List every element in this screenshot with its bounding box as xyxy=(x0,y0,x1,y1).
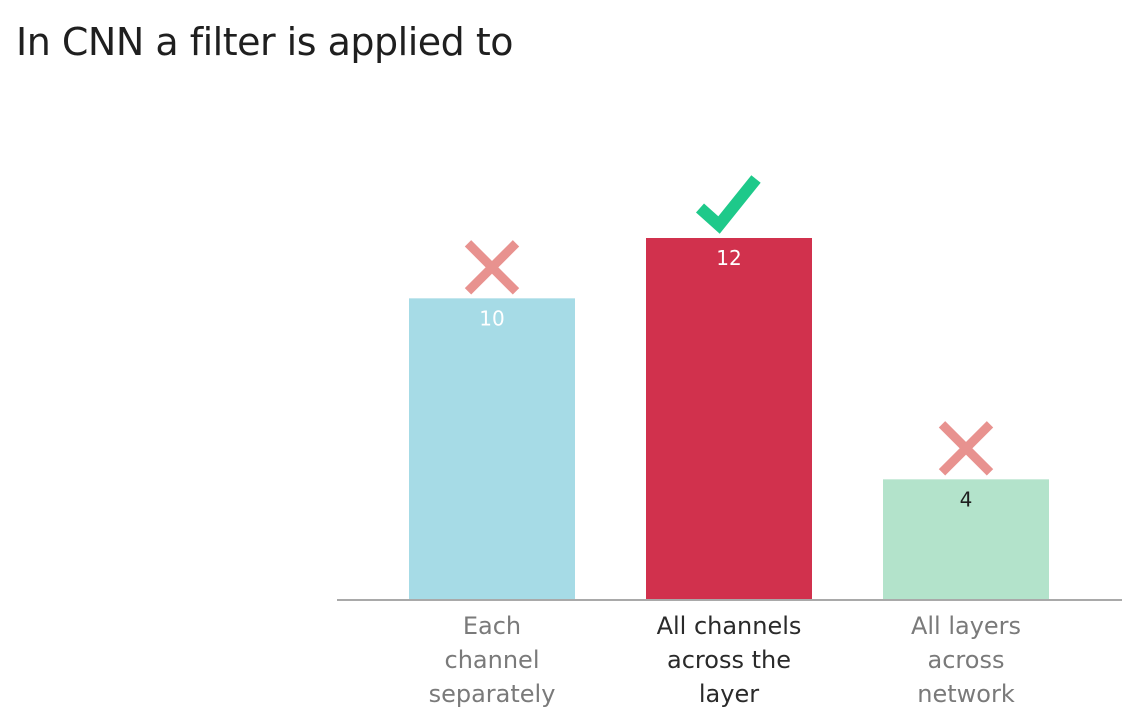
question-title: In CNN a filter is applied to xyxy=(16,20,513,64)
value-label-1: 10 xyxy=(479,306,504,330)
category-label-1: Each channel separately xyxy=(429,612,556,708)
bar-3 xyxy=(883,479,1049,600)
category-labels-group: Each channel separately All channels across … xyxy=(429,612,1021,708)
category-label-2-line-2: across the xyxy=(667,646,791,674)
category-label-3-line-1: All layers xyxy=(911,612,1021,640)
category-label-3-line-3: network xyxy=(917,680,1015,708)
check-icon-2 xyxy=(695,175,761,234)
answer-marks-group xyxy=(464,175,994,476)
category-label-3: All layers across network xyxy=(911,612,1021,708)
value-label-2: 12 xyxy=(716,246,741,270)
category-label-1-line-1: Each xyxy=(463,612,521,640)
category-label-2-line-1: All channels xyxy=(657,612,802,640)
category-label-2: All channels across the layer xyxy=(657,612,802,708)
category-label-2-line-3: layer xyxy=(699,680,759,708)
value-labels-group: 10 12 4 xyxy=(479,246,972,511)
cross-icon-1 xyxy=(464,240,520,295)
value-label-3: 4 xyxy=(960,487,973,511)
category-label-3-line-2: across xyxy=(928,646,1005,674)
bars-group xyxy=(409,238,1049,600)
category-label-1-line-3: separately xyxy=(429,680,556,708)
category-label-1-line-2: channel xyxy=(445,646,540,674)
bar-1 xyxy=(409,298,575,600)
cross-icon-3 xyxy=(938,421,994,476)
bar-2 xyxy=(646,238,812,600)
